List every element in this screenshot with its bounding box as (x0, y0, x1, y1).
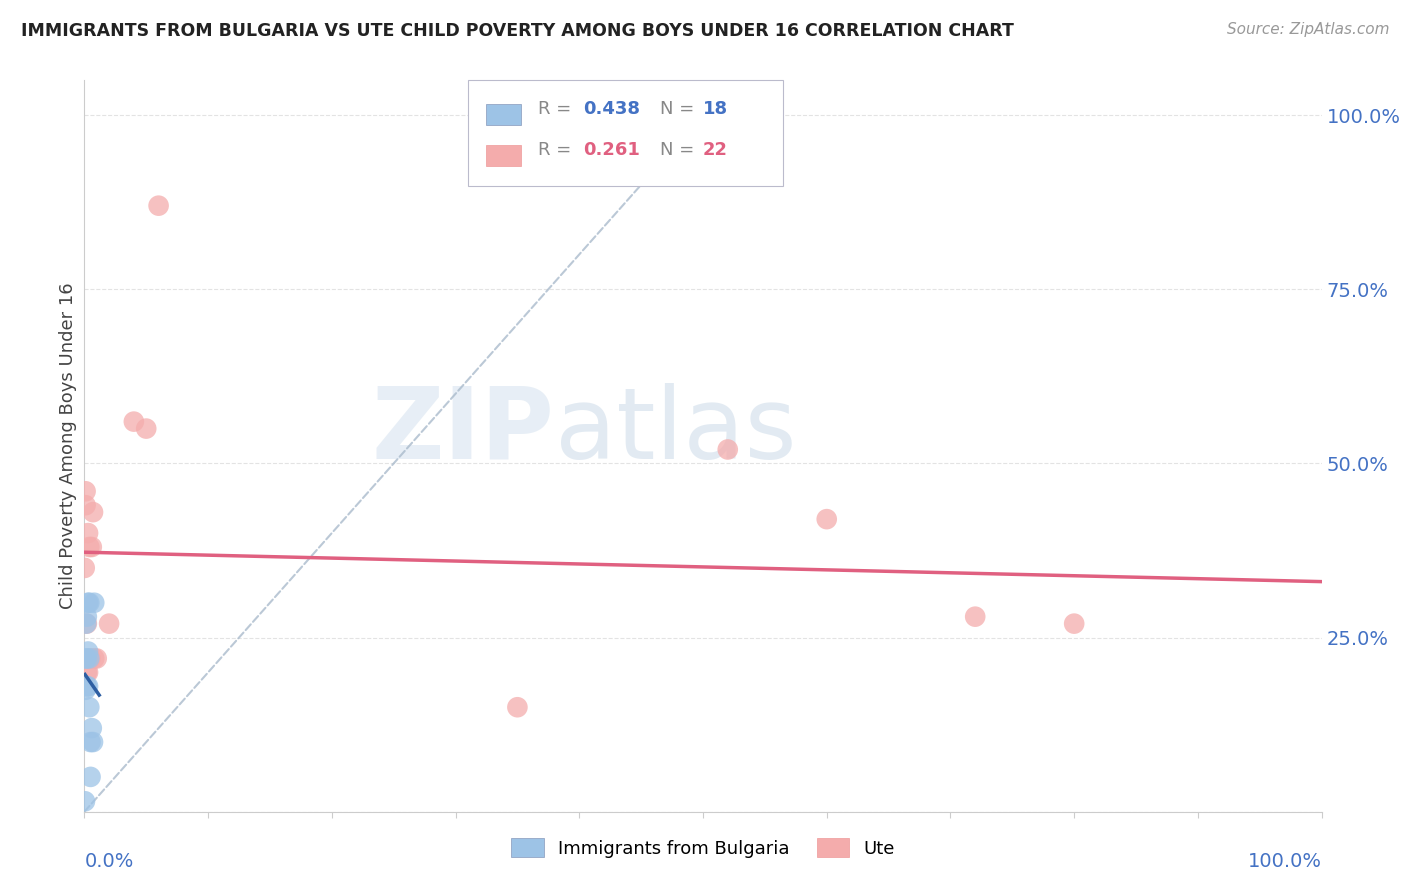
Point (83, 596, 105, 610)
Point (1063, 616, 1085, 631)
Point (79, 596, 101, 610)
Point (80, 721, 103, 735)
Point (76, 651, 98, 665)
Point (73, 794, 96, 808)
Point (148, 199, 170, 213)
Point (76, 609, 98, 624)
Point (83, 651, 105, 665)
Point (76, 679, 98, 693)
Point (82, 505, 104, 519)
Point (75, 682, 97, 697)
Point (79, 770, 101, 784)
Point (76, 665, 98, 680)
Text: Source: ZipAtlas.com: Source: ZipAtlas.com (1226, 22, 1389, 37)
Point (717, 442, 740, 457)
Point (79, 700, 101, 714)
FancyBboxPatch shape (468, 80, 783, 186)
Text: R =: R = (538, 100, 578, 118)
Point (82, 735, 104, 749)
Point (77, 679, 100, 693)
Point (80, 540, 103, 554)
Point (506, 700, 529, 714)
FancyBboxPatch shape (486, 145, 522, 166)
Text: N =: N = (659, 141, 700, 159)
Point (86, 651, 108, 665)
Point (79, 651, 101, 665)
Legend: Immigrants from Bulgaria, Ute: Immigrants from Bulgaria, Ute (503, 831, 903, 865)
Point (75, 498, 97, 512)
Text: R =: R = (538, 141, 578, 159)
Point (77, 644, 100, 658)
Point (76, 616, 98, 631)
Text: 18: 18 (703, 100, 728, 118)
Point (75, 651, 97, 665)
Text: IMMIGRANTS FROM BULGARIA VS UTE CHILD POVERTY AMONG BOYS UNDER 16 CORRELATION CH: IMMIGRANTS FROM BULGARIA VS UTE CHILD PO… (21, 22, 1014, 40)
Point (73, 561, 96, 575)
Point (965, 609, 987, 624)
Point (77, 665, 100, 680)
Text: 22: 22 (703, 141, 728, 159)
Point (135, 421, 157, 435)
FancyBboxPatch shape (486, 104, 522, 125)
Text: N =: N = (659, 100, 700, 118)
Point (77, 526, 100, 541)
Text: atlas: atlas (554, 383, 796, 480)
Point (79, 651, 101, 665)
Text: ZIP: ZIP (371, 383, 554, 480)
Point (122, 415, 145, 429)
Y-axis label: Child Poverty Among Boys Under 16: Child Poverty Among Boys Under 16 (59, 283, 77, 609)
Point (815, 512, 838, 526)
Point (75, 484, 97, 499)
Point (77, 596, 100, 610)
Text: 0.0%: 0.0% (84, 852, 134, 871)
Point (79, 735, 101, 749)
Text: 100.0%: 100.0% (1247, 852, 1322, 871)
Point (79, 540, 101, 554)
Point (98, 616, 121, 631)
Text: 0.438: 0.438 (583, 100, 640, 118)
Text: 0.261: 0.261 (583, 141, 640, 159)
Point (75, 616, 97, 631)
